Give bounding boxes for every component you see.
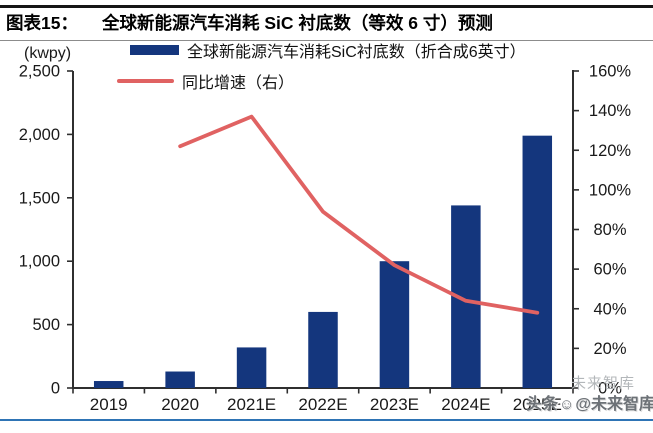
bar-swatch-icon <box>130 45 179 55</box>
right-axis-label: 120% <box>589 142 632 160</box>
right-axis-label: 140% <box>589 102 632 120</box>
x-axis-label-2020: 2020 <box>161 395 199 414</box>
bottom-divider <box>0 419 653 421</box>
figure-header: 图表15： 全球新能源汽车消耗 SiC 衬底数（等效 6 寸）预测 <box>0 5 653 41</box>
right-axis-label: 60% <box>593 261 626 279</box>
legend-label-line-series: 同比增速（右） <box>182 75 295 92</box>
figure-title: 全球新能源汽车消耗 SiC 衬底数（等效 6 寸）预测 <box>101 13 493 33</box>
legend-item-bar-series: 全球新能源汽车消耗SiC衬底数（折合成6英寸） <box>117 37 526 63</box>
left-axis-unit: (kwpy) <box>24 45 72 62</box>
x-axis-label-2023E: 2023E <box>370 395 419 414</box>
x-axis-label-2021E: 2021E <box>227 395 276 414</box>
chart-legend: 全球新能源汽车消耗SiC衬底数（折合成6英寸） 同比增速（右） <box>117 37 526 99</box>
x-axis-label-2022E: 2022E <box>298 395 347 414</box>
left-axis-label: 2,000 <box>19 126 60 144</box>
growth-rate-line <box>178 114 540 315</box>
right-axis-label: 160% <box>589 63 632 81</box>
right-axis-label: 40% <box>593 300 626 318</box>
right-axis-label: 20% <box>593 340 626 358</box>
right-axis-label: 80% <box>593 221 626 239</box>
bar-2025E <box>522 135 553 388</box>
line-swatch-icon <box>117 79 174 83</box>
bar-2023E <box>379 261 410 388</box>
right-axis-label: 0% <box>598 380 622 398</box>
x-axis-label-2025E: 2025E <box>513 395 562 414</box>
x-axis-label-2024E: 2024E <box>441 395 490 414</box>
bar-2022E <box>308 311 338 388</box>
left-axis-label: 1,000 <box>19 253 60 271</box>
bar-2021E <box>236 347 267 388</box>
left-axis-label: 2,500 <box>19 63 60 81</box>
bar-2019 <box>93 381 124 388</box>
right-axis-label: 100% <box>589 181 632 199</box>
figure-number: 图表15： <box>6 13 78 33</box>
legend-item-line-series: 同比增速（右） <box>117 68 526 94</box>
bar-2020 <box>165 371 195 388</box>
legend-label-bar-series: 全球新能源汽车消耗SiC衬底数（折合成6英寸） <box>187 44 526 61</box>
left-axis-label: 500 <box>32 316 60 334</box>
left-axis-label: 1,500 <box>19 189 60 207</box>
x-axis-label-2019: 2019 <box>90 395 128 414</box>
left-axis-label: 0 <box>51 380 60 398</box>
